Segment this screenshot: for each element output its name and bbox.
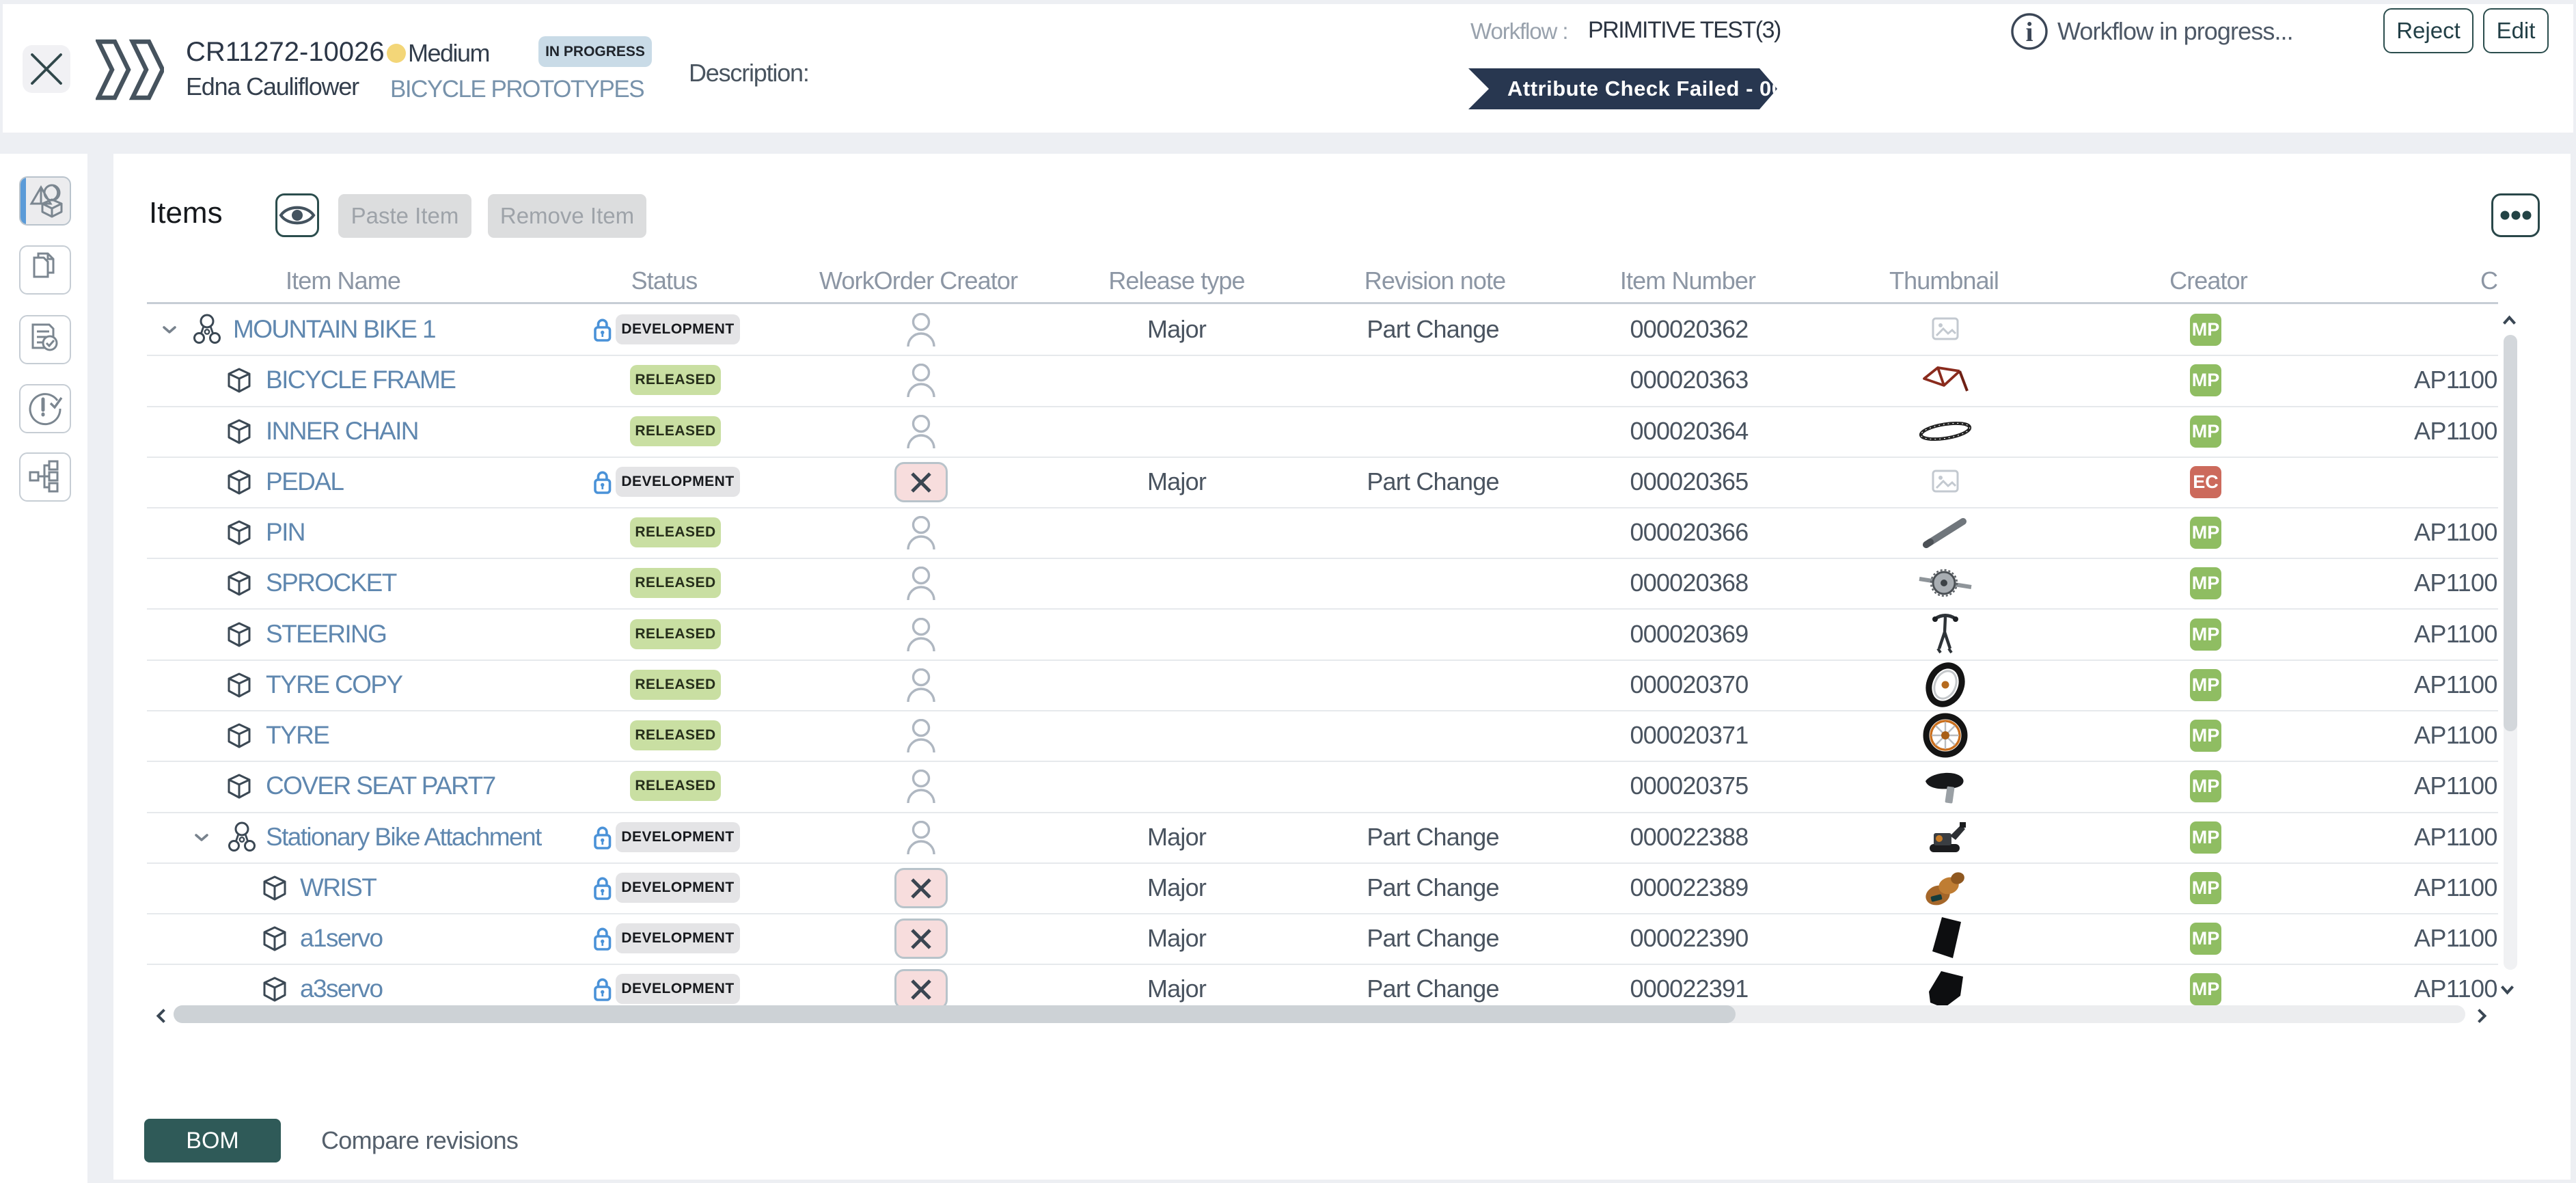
svg-text:i: i (2025, 16, 2033, 47)
